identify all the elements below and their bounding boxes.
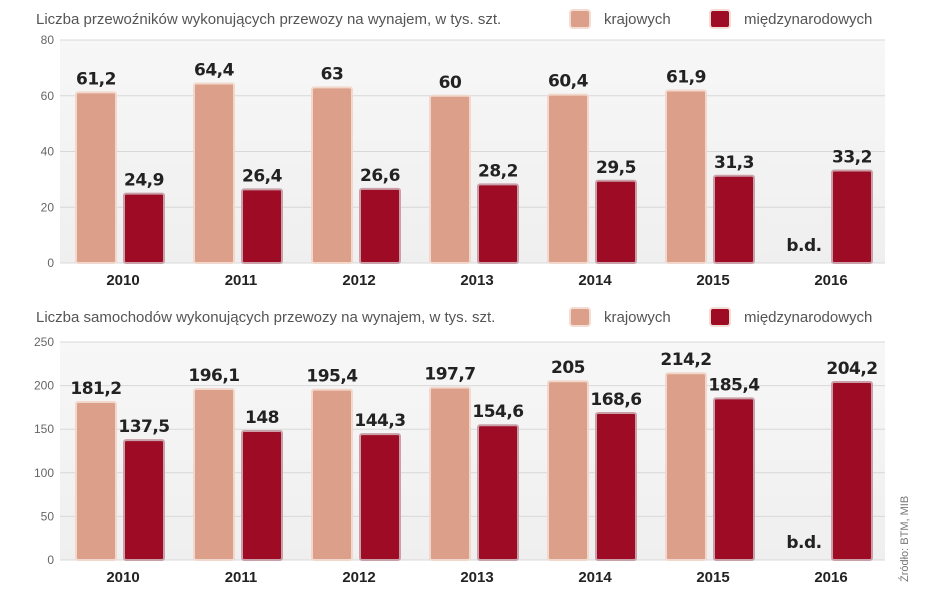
bar-domestic-2015 [665, 372, 707, 561]
x-tick-label: 2012 [342, 569, 375, 586]
data-label: 214,2 [660, 350, 711, 370]
y-tick-label: 150 [34, 422, 54, 436]
y-tick-label: 80 [41, 33, 55, 47]
data-label: 63 [321, 64, 344, 84]
x-tick-label: 2016 [814, 569, 847, 586]
legend-label: międzynarodowych [744, 309, 872, 326]
bar-international-2010 [123, 192, 165, 264]
bar-domestic-2011 [193, 388, 235, 561]
data-label: 197,7 [424, 365, 475, 385]
legend-label: krajowych [604, 11, 671, 28]
data-label: 204,2 [826, 359, 877, 379]
y-tick-label: 100 [34, 466, 54, 480]
data-label: 181,2 [70, 379, 121, 399]
bar-domestic-2010 [75, 400, 117, 561]
y-tick-label: 200 [34, 379, 54, 393]
x-tick-label: 2015 [696, 569, 729, 586]
bar-international-2010 [123, 439, 165, 562]
y-tick-label: 250 [34, 335, 54, 349]
bar-international-2012 [359, 187, 401, 264]
data-label: 64,4 [194, 60, 235, 80]
x-tick-label: 2014 [578, 272, 612, 289]
y-tick-label: 0 [47, 553, 54, 567]
bar-domestic-2012 [311, 388, 353, 561]
bar-domestic-2014 [547, 380, 589, 561]
bar-international-2014 [595, 411, 637, 561]
data-label: 61,2 [76, 69, 116, 89]
bar-domestic-2015 [665, 89, 707, 264]
x-tick-label: 2011 [225, 272, 258, 289]
bar-international-2016 [831, 169, 873, 264]
data-label: 144,3 [354, 411, 405, 431]
data-label: 28,2 [478, 161, 518, 181]
legend-label: krajowych [604, 309, 671, 326]
bar-international-2015 [713, 174, 755, 264]
bar-international-2015 [713, 397, 755, 561]
bar-international-2013 [477, 424, 519, 562]
data-label: 60,4 [548, 72, 589, 92]
y-tick-label: 0 [47, 256, 54, 270]
data-label: 24,9 [124, 171, 164, 191]
source-note: Źródło: BTM, MIB [898, 496, 911, 582]
bar-domestic-2013 [429, 94, 471, 264]
bar-domestic-2014 [547, 93, 589, 265]
bar-domestic-2010 [75, 91, 117, 264]
data-label: 33,2 [832, 147, 872, 167]
x-tick-label: 2015 [696, 272, 729, 289]
legend-swatch-international [709, 307, 731, 327]
data-label: 31,3 [714, 153, 754, 173]
legend-swatch-international [709, 9, 731, 29]
data-label: 137,5 [118, 417, 169, 437]
data-label: 196,1 [188, 366, 239, 386]
chart-2: Liczba samochodów wykonujących przewozy … [34, 307, 885, 586]
data-label: 26,4 [242, 166, 283, 186]
data-label: 148 [245, 408, 279, 428]
data-label: 195,4 [306, 367, 358, 387]
legend-swatch-domestic [569, 307, 591, 327]
chart-title: Liczba samochodów wykonujących przewozy … [36, 309, 495, 326]
x-tick-label: 2012 [342, 272, 375, 289]
y-tick-label: 60 [41, 89, 55, 103]
data-label: 26,6 [360, 166, 400, 186]
x-tick-label: 2010 [106, 272, 139, 289]
data-label: 60 [439, 73, 462, 93]
data-label: 185,4 [708, 375, 760, 395]
bar-international-2014 [595, 179, 637, 264]
chart-title: Liczba przewoźników wykonujących przewoz… [36, 11, 501, 28]
data-label: 168,6 [590, 390, 641, 410]
x-tick-label: 2010 [106, 569, 139, 586]
bar-international-2012 [359, 433, 401, 562]
chart-1: Liczba przewoźników wykonujących przewoz… [36, 9, 885, 289]
x-tick-label: 2013 [460, 569, 493, 586]
y-tick-label: 50 [41, 509, 55, 523]
legend-label: międzynarodowych [744, 11, 872, 28]
bar-domestic-2012 [311, 86, 353, 264]
data-label-no-data: b.d. [786, 236, 821, 256]
legend-swatch-domestic [569, 9, 591, 29]
bar-domestic-2013 [429, 386, 471, 561]
y-tick-label: 40 [41, 145, 55, 159]
bar-domestic-2011 [193, 82, 235, 264]
data-label-no-data: b.d. [786, 533, 821, 553]
bar-international-2011 [241, 429, 283, 561]
x-tick-label: 2016 [814, 272, 847, 289]
y-tick-label: 20 [41, 200, 55, 214]
bar-international-2016 [831, 380, 873, 561]
x-tick-label: 2014 [578, 569, 612, 586]
data-label: 61,9 [666, 67, 706, 87]
bar-international-2011 [241, 188, 283, 264]
bar-international-2013 [477, 183, 519, 264]
x-tick-label: 2013 [460, 272, 493, 289]
data-label: 154,6 [472, 402, 523, 422]
x-tick-label: 2011 [225, 569, 258, 586]
data-label: 205 [551, 358, 585, 378]
data-label: 29,5 [596, 158, 636, 178]
